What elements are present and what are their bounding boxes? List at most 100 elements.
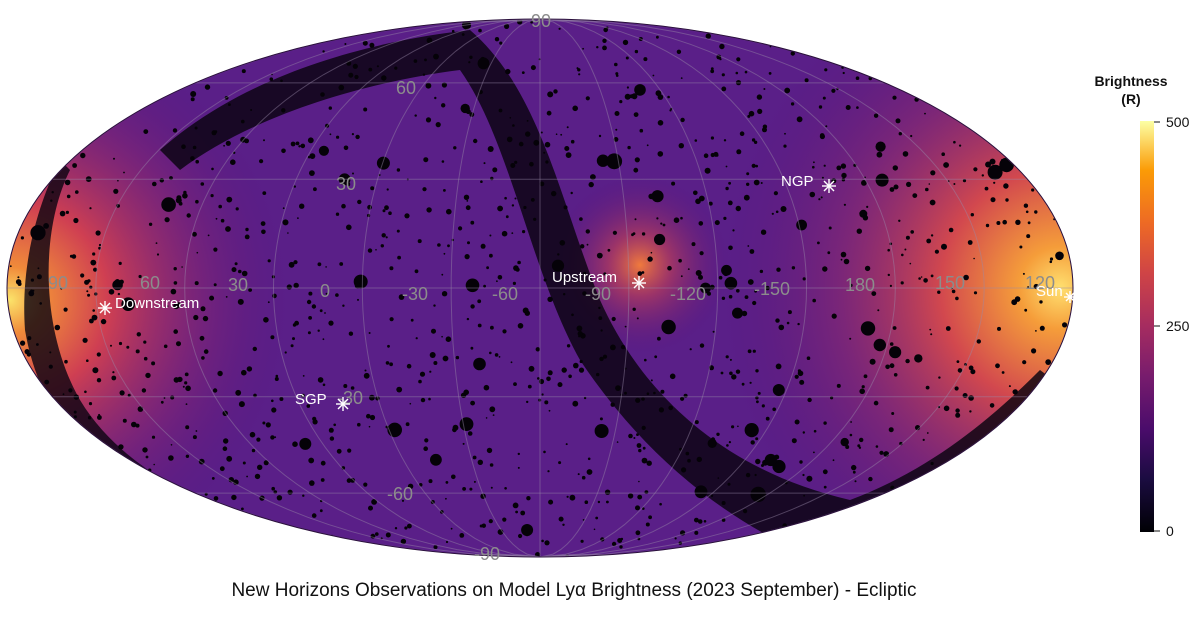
point-source-mask [271, 407, 277, 413]
point-source-mask [293, 185, 296, 188]
point-source-mask [381, 233, 386, 238]
point-source-mask [176, 195, 182, 201]
point-source-mask [466, 317, 470, 321]
meridian-line [361, 18, 541, 558]
point-source-mask [489, 351, 492, 355]
point-source-mask [43, 223, 49, 229]
point-source-mask [357, 298, 359, 301]
point-source-mask [406, 178, 409, 181]
point-source-mask [93, 267, 98, 272]
point-source-mask [521, 524, 534, 536]
point-source-mask [480, 180, 483, 183]
point-source-mask [873, 338, 886, 352]
point-source-mask [184, 381, 188, 385]
point-source-mask [959, 144, 962, 147]
point-source-mask [626, 86, 630, 89]
point-source-mask [344, 43, 347, 45]
point-source-mask [212, 388, 218, 393]
point-source-mask [622, 39, 629, 46]
point-source-mask [590, 174, 596, 180]
point-source-mask [223, 438, 229, 444]
point-source-mask [117, 179, 119, 182]
point-source-mask [185, 425, 190, 430]
point-source-mask [925, 385, 930, 390]
upstream-glow [7, 19, 1073, 557]
point-source-mask [1002, 219, 1007, 225]
point-source-mask [680, 117, 685, 123]
point-source-mask [680, 396, 685, 401]
point-source-mask [587, 457, 591, 461]
point-source-mask [749, 249, 755, 254]
lat-label: -90 [474, 544, 500, 564]
point-source-mask [796, 219, 807, 231]
point-source-mask [603, 27, 608, 33]
point-source-mask [796, 116, 803, 123]
point-source-mask [780, 206, 787, 212]
point-source-mask [644, 490, 649, 494]
point-source-mask [579, 217, 583, 221]
point-source-mask [322, 383, 326, 387]
point-source-mask [600, 537, 605, 542]
point-source-mask [861, 385, 865, 389]
point-source-mask [731, 374, 737, 380]
point-source-mask [922, 438, 925, 441]
point-source-mask [807, 397, 812, 403]
point-source-mask [853, 163, 857, 167]
point-source-mask [238, 269, 242, 274]
point-source-mask [662, 223, 666, 227]
point-source-mask [36, 343, 39, 346]
point-source-mask [703, 520, 707, 523]
point-source-mask [528, 365, 535, 372]
point-source-mask [614, 62, 618, 67]
point-source-mask [376, 65, 379, 68]
point-source-mask [568, 374, 572, 379]
point-source-mask [825, 125, 828, 128]
point-source-mask [163, 397, 166, 399]
point-source-mask [721, 73, 725, 77]
point-source-mask [1003, 183, 1009, 189]
point-source-mask [73, 415, 77, 419]
point-source-mask [328, 427, 334, 433]
point-source-mask [823, 421, 827, 425]
colorbar-tick-label: 250 [1166, 318, 1190, 334]
point-source-mask [389, 317, 394, 322]
point-source-mask [625, 56, 629, 60]
point-source-mask [375, 532, 379, 536]
point-source-mask [490, 176, 494, 181]
point-source-mask [320, 499, 323, 503]
point-source-mask [118, 261, 122, 265]
point-source-mask [535, 347, 540, 352]
point-source-mask [9, 265, 12, 268]
point-source-mask [615, 385, 621, 391]
point-source-mask [219, 466, 225, 472]
point-source-mask [312, 419, 318, 425]
point-source-mask [889, 346, 902, 359]
point-source-mask [973, 257, 975, 260]
point-source-mask [265, 422, 271, 428]
point-source-mask [64, 359, 68, 364]
point-source-mask [995, 363, 1000, 369]
point-source-mask [486, 266, 489, 270]
point-source-mask [453, 146, 457, 150]
point-source-mask [517, 466, 520, 469]
point-source-mask [985, 223, 990, 228]
point-source-mask [602, 38, 607, 43]
point-source-mask [422, 187, 427, 192]
point-source-mask [505, 68, 511, 75]
point-source-mask [533, 217, 537, 221]
point-source-mask [840, 258, 843, 261]
point-source-mask [765, 285, 770, 291]
point-source-mask [997, 326, 1001, 331]
point-source-mask [378, 174, 381, 176]
point-source-mask [318, 145, 329, 156]
point-source-mask [368, 425, 371, 428]
point-source-mask [350, 386, 355, 390]
point-source-mask [336, 448, 342, 454]
point-source-mask [483, 284, 486, 288]
point-source-mask [856, 228, 862, 234]
point-source-mask [751, 163, 756, 168]
point-source-mask [292, 337, 295, 341]
point-source-mask [802, 431, 805, 434]
point-source-mask [237, 298, 244, 305]
point-source-mask [868, 476, 873, 482]
